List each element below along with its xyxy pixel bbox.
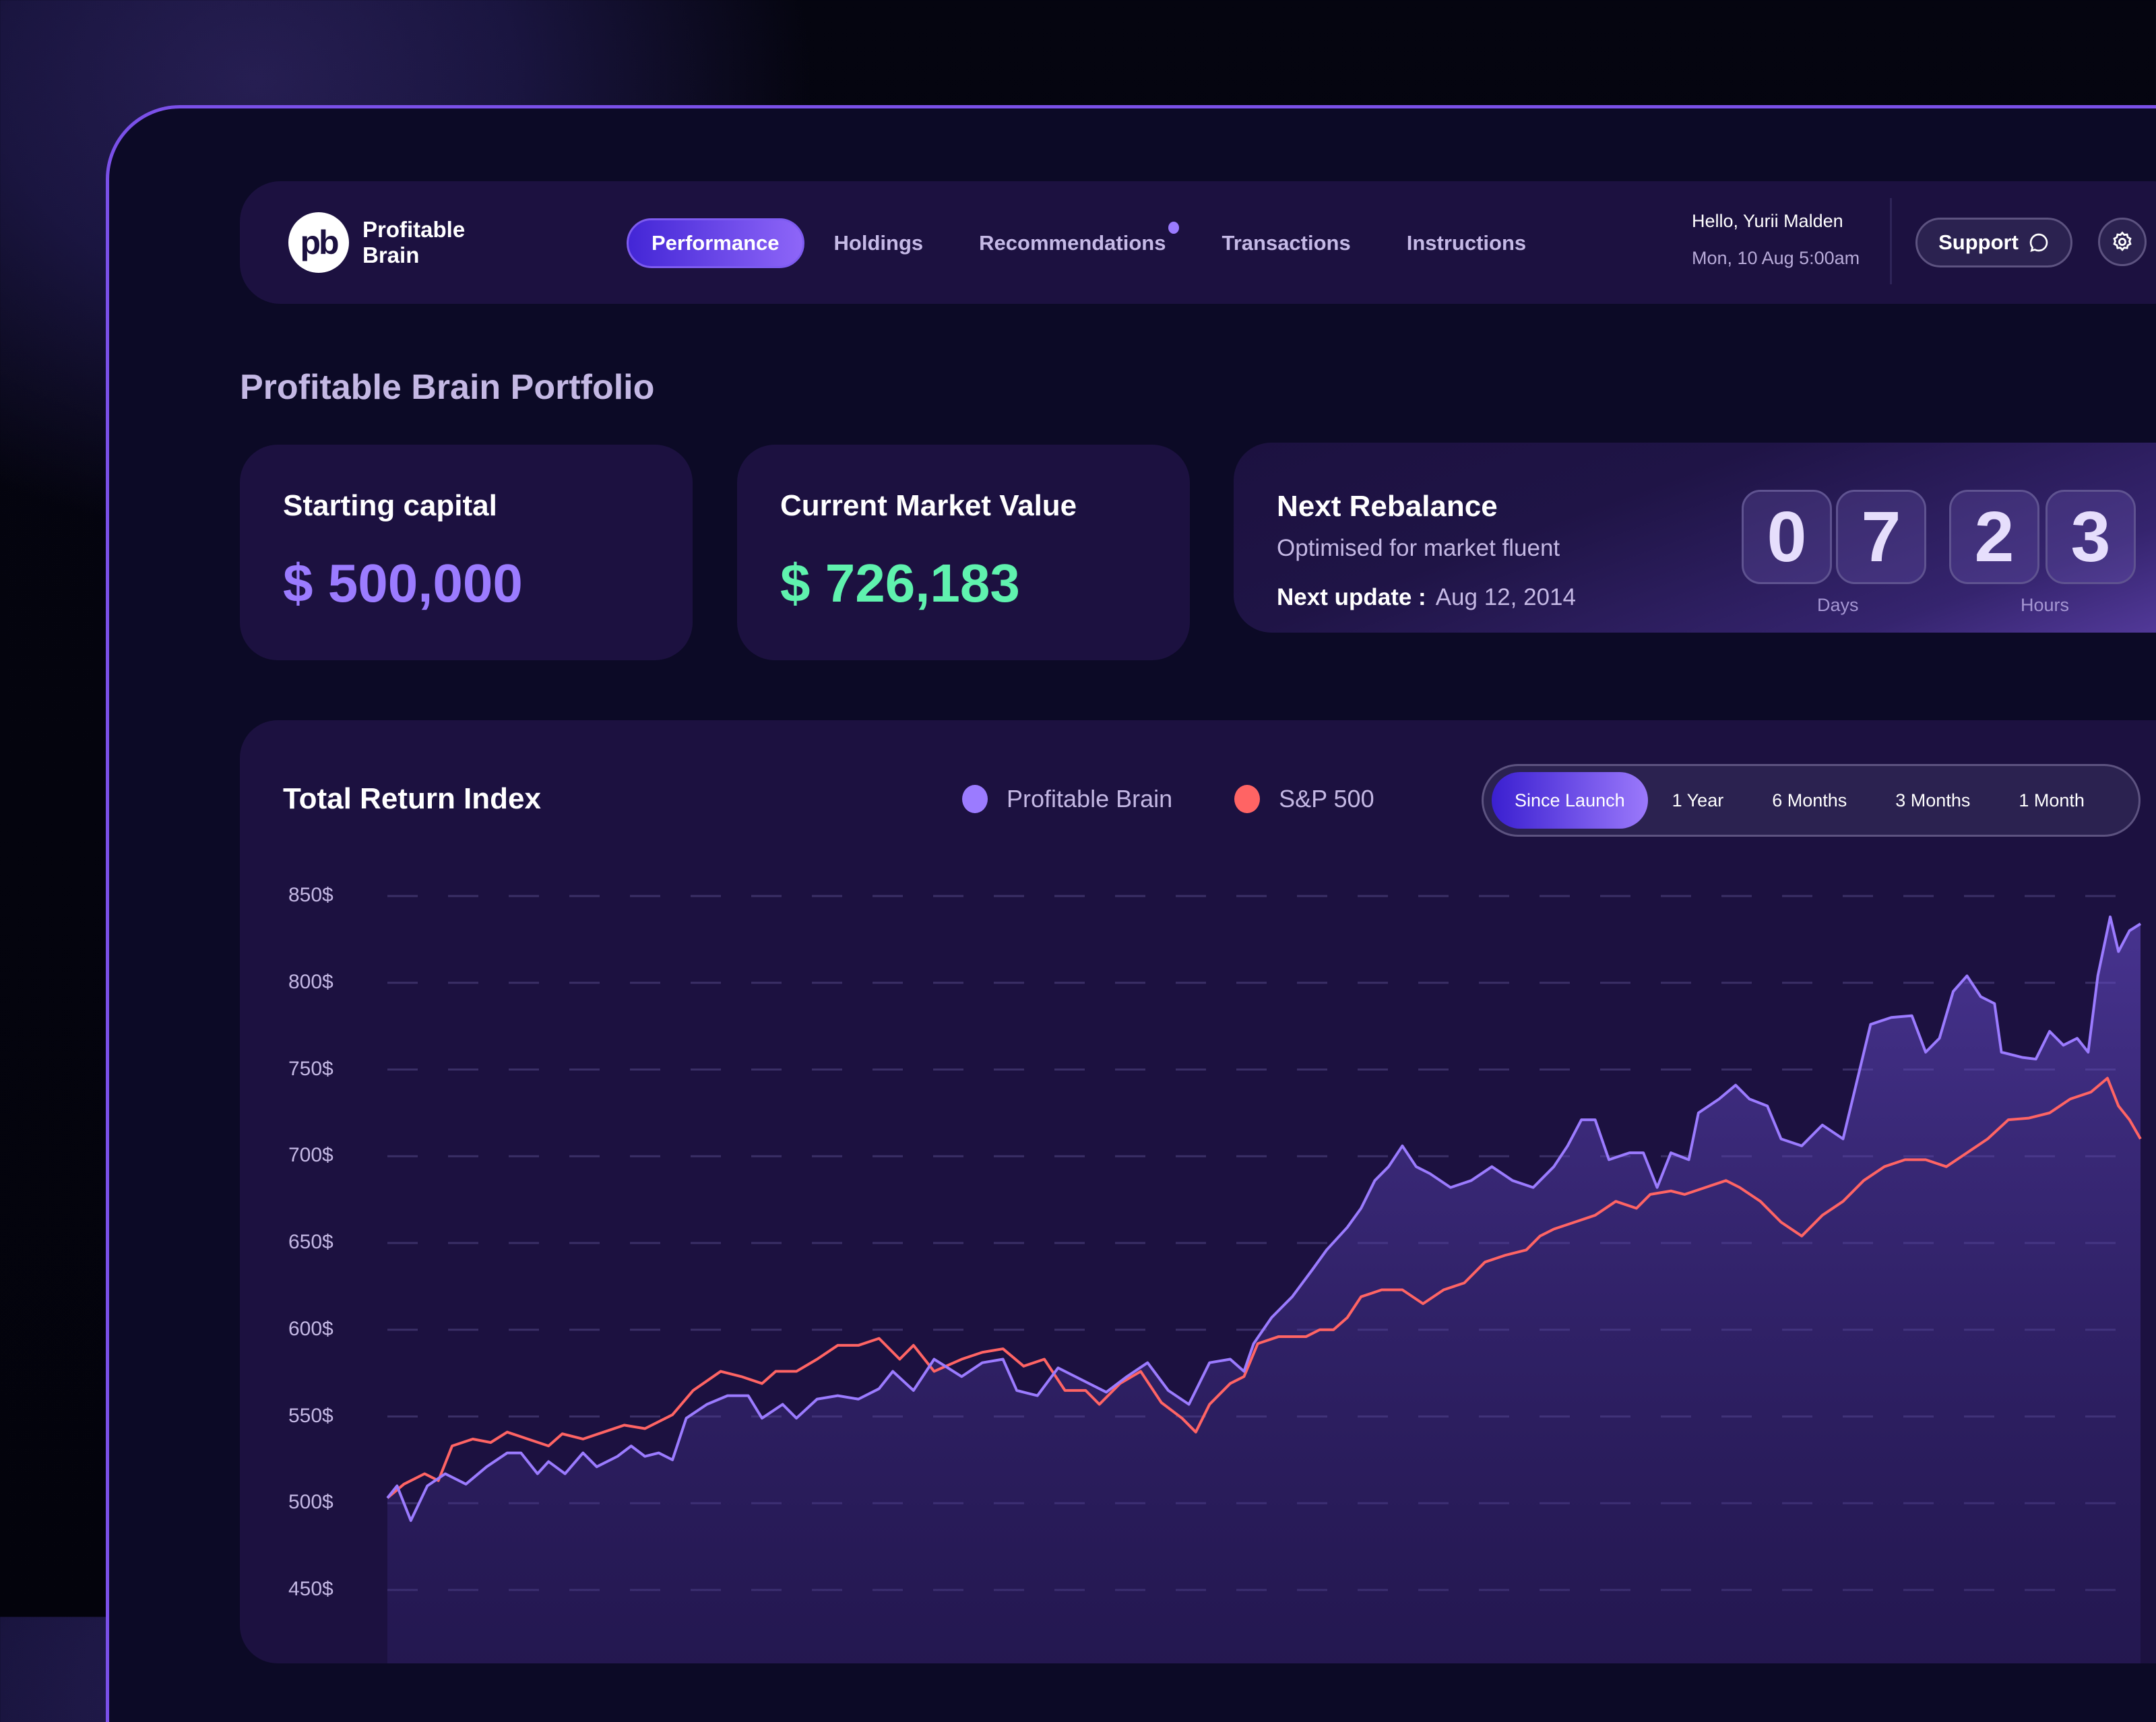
- gear-icon: [2113, 231, 2132, 251]
- nav-label: Recommendations: [979, 231, 1166, 255]
- legend-label: Profitable Brain: [1007, 785, 1173, 812]
- days-label: Days: [1817, 595, 1859, 615]
- countdown-digit: 0: [1742, 490, 1832, 584]
- market-value-value: $ 726,183: [780, 553, 1020, 613]
- next-update-label: Next update :: [1277, 584, 1426, 610]
- sp500-line[interactable]: [386, 1077, 2142, 1500]
- card-label: Current Market Value: [780, 489, 1077, 522]
- main-nav: Performance Holdings Recommendations Tra…: [627, 218, 1582, 268]
- profitable-brain-line[interactable]: [386, 915, 2142, 1522]
- nav-instructions[interactable]: Instructions: [1407, 231, 1526, 255]
- logo-glyph: pb: [300, 224, 339, 261]
- nav-label: Instructions: [1406, 231, 1527, 255]
- brand-logo[interactable]: pb Profitable Brain: [288, 212, 465, 273]
- next-rebalance-card: Next Rebalance Optimised for market flue…: [1234, 443, 2156, 633]
- header-divider: [1890, 198, 1892, 284]
- return-index-plot: [386, 895, 2142, 1663]
- user-greeting: Hello, Yurii Malden: [1692, 211, 1843, 231]
- range-label: 1 Month: [2019, 790, 2085, 810]
- notification-dot: [1168, 222, 1180, 234]
- range-label: 3 Months: [1895, 790, 1971, 810]
- countdown-digit: 3: [2046, 490, 2136, 584]
- brand-name: Profitable Brain: [362, 217, 465, 268]
- starting-capital-card: Starting capital $ 500,000: [240, 445, 693, 660]
- total-return-chart-card: Total Return Index Profitable Brain S&P …: [240, 720, 2156, 1663]
- settings-button[interactable]: [2098, 218, 2147, 266]
- support-label: Support: [1938, 230, 2019, 254]
- next-update: Next update : Aug 12, 2014: [1277, 584, 1576, 611]
- support-button[interactable]: Support: [1915, 218, 2072, 267]
- range-1-year[interactable]: 1 Year: [1648, 772, 1748, 829]
- y-tick-label: 500$: [288, 1491, 334, 1514]
- next-update-date: Aug 12, 2014: [1435, 584, 1576, 610]
- nav-label: Holdings: [833, 231, 924, 255]
- legend-dot-icon: [1234, 785, 1261, 813]
- y-tick-label: 650$: [288, 1231, 334, 1253]
- range-label: 1 Year: [1672, 790, 1724, 810]
- logo-icon: pb: [288, 212, 349, 273]
- range-since-launch[interactable]: Since Launch: [1492, 772, 1648, 829]
- brand-line-2: Brain: [362, 243, 420, 267]
- range-3-months[interactable]: 3 Months: [1871, 772, 1994, 829]
- countdown-digit: 7: [1836, 490, 1926, 584]
- rebalance-title: Next Rebalance: [1277, 490, 1498, 523]
- y-tick-label: 600$: [288, 1317, 334, 1340]
- hours-label: Hours: [2021, 595, 2070, 615]
- market-value-card: Current Market Value $ 726,183: [737, 445, 1190, 660]
- chart-title: Total Return Index: [283, 782, 541, 815]
- starting-capital-value: $ 500,000: [283, 553, 523, 613]
- range-label: Since Launch: [1515, 790, 1625, 810]
- profitable-brain-area: [387, 916, 2141, 1663]
- y-tick-label: 750$: [288, 1057, 334, 1080]
- page-title: Profitable Brain Portfolio: [240, 368, 655, 407]
- y-tick-label: 450$: [288, 1578, 334, 1600]
- y-tick-label: 700$: [288, 1144, 334, 1167]
- nav-holdings[interactable]: Holdings: [834, 231, 924, 255]
- chat-bubble-icon: [2029, 233, 2048, 252]
- nav-transactions[interactable]: Transactions: [1222, 231, 1350, 255]
- user-info: Hello, Yurii Malden Mon, 10 Aug 5:00am: [1692, 211, 1860, 269]
- countdown-digit: 2: [1949, 490, 2039, 584]
- nav-performance[interactable]: Performance: [627, 218, 804, 268]
- nav-label: Performance: [652, 231, 780, 255]
- nav-label: Transactions: [1222, 231, 1351, 255]
- brand-line-1: Profitable: [362, 217, 466, 242]
- range-label: 6 Months: [1772, 790, 1847, 810]
- y-tick-label: 850$: [288, 884, 334, 906]
- legend-profitable-brain[interactable]: Profitable Brain: [962, 785, 1172, 813]
- legend-sp500[interactable]: S&P 500: [1234, 785, 1374, 813]
- chart-legend: Profitable Brain S&P 500: [962, 785, 1436, 813]
- current-datetime: Mon, 10 Aug 5:00am: [1692, 248, 1860, 268]
- rebalance-subtitle: Optimised for market fluent: [1277, 535, 1560, 561]
- nav-recommendations[interactable]: Recommendations: [979, 222, 1180, 255]
- card-label: Starting capital: [283, 489, 497, 522]
- top-navbar: pb Profitable Brain Performance Holdings…: [240, 181, 2156, 304]
- y-tick-label: 550$: [288, 1404, 334, 1427]
- legend-label: S&P 500: [1279, 785, 1374, 812]
- range-6-months[interactable]: 6 Months: [1748, 772, 1871, 829]
- y-tick-label: 800$: [288, 970, 334, 993]
- range-1-month[interactable]: 1 Month: [1994, 772, 2109, 829]
- legend-dot-icon: [962, 785, 988, 813]
- time-range-selector: Since Launch 1 Year 6 Months 3 Months 1 …: [1482, 764, 2141, 837]
